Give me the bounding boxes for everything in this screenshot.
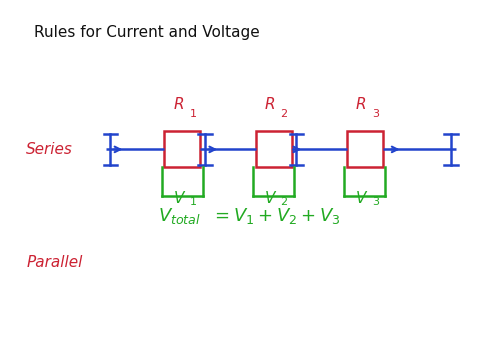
Text: 1: 1 — [190, 197, 196, 207]
Bar — [164, 131, 201, 167]
Text: 1: 1 — [190, 109, 196, 119]
Text: V: V — [173, 191, 184, 206]
Bar — [347, 131, 383, 167]
Text: 3: 3 — [372, 109, 379, 119]
Text: Parallel: Parallel — [26, 255, 83, 270]
Text: $V_{total}$  $= V_1 + V_2 + V_3$: $V_{total}$ $= V_1 + V_2 + V_3$ — [158, 206, 341, 226]
Text: 2: 2 — [281, 197, 288, 207]
Bar — [255, 131, 291, 167]
Text: Series: Series — [26, 142, 73, 157]
Text: V: V — [356, 191, 366, 206]
Text: 2: 2 — [281, 109, 288, 119]
Text: Rules for Current and Voltage: Rules for Current and Voltage — [34, 25, 259, 40]
Text: V: V — [264, 191, 275, 206]
Text: R: R — [264, 96, 275, 112]
Text: R: R — [173, 96, 184, 112]
Text: 3: 3 — [372, 197, 379, 207]
Text: R: R — [356, 96, 366, 112]
